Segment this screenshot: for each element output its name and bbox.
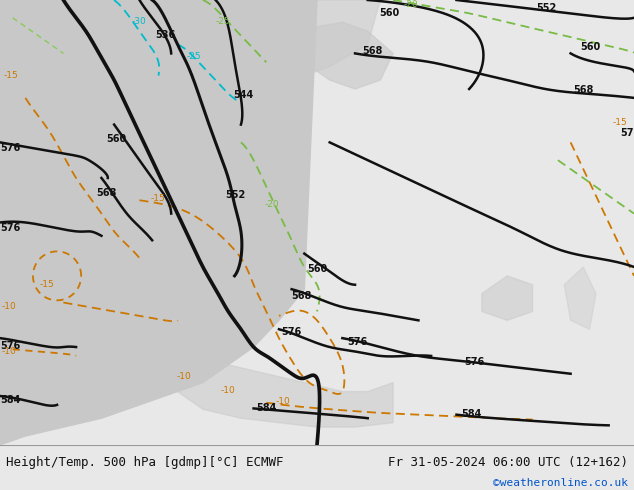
Text: -15: -15 (612, 118, 627, 126)
Text: 552: 552 (225, 190, 245, 200)
Text: 560: 560 (581, 42, 601, 52)
Text: 584: 584 (462, 409, 482, 419)
Text: -10: -10 (2, 347, 16, 356)
Polygon shape (0, 0, 380, 107)
Polygon shape (564, 267, 596, 329)
Text: -10: -10 (221, 386, 235, 395)
Text: 576: 576 (1, 223, 21, 233)
Text: Fr 31-05-2024 06:00 UTC (12+162): Fr 31-05-2024 06:00 UTC (12+162) (387, 456, 628, 469)
Text: 576: 576 (1, 143, 21, 153)
Text: -25: -25 (216, 18, 230, 26)
Polygon shape (279, 22, 393, 89)
Text: 544: 544 (233, 90, 254, 100)
Text: 568: 568 (96, 188, 117, 198)
Text: -15: -15 (39, 280, 54, 289)
Text: ©weatheronline.co.uk: ©weatheronline.co.uk (493, 478, 628, 488)
Text: 552: 552 (536, 3, 557, 13)
Text: Height/Temp. 500 hPa [gdmp][°C] ECMWF: Height/Temp. 500 hPa [gdmp][°C] ECMWF (6, 456, 284, 469)
Text: 560: 560 (379, 7, 399, 18)
Text: -20: -20 (403, 0, 418, 9)
Polygon shape (482, 276, 533, 320)
Polygon shape (178, 356, 393, 427)
Text: 560: 560 (307, 264, 327, 274)
Text: -30: -30 (132, 18, 146, 26)
Text: 576: 576 (620, 128, 634, 138)
Text: -10: -10 (275, 397, 290, 406)
Text: 560: 560 (107, 134, 127, 145)
Text: -20: -20 (265, 200, 280, 209)
Text: -10: -10 (176, 372, 191, 381)
Text: -15: -15 (151, 194, 165, 203)
Text: -10: -10 (2, 302, 16, 311)
Text: 576: 576 (281, 326, 301, 337)
Text: 536: 536 (155, 30, 176, 40)
Text: -25: -25 (187, 52, 202, 61)
Text: -15: -15 (3, 71, 18, 80)
Text: 576: 576 (1, 341, 21, 351)
Polygon shape (0, 0, 317, 445)
Text: 568: 568 (573, 85, 593, 95)
Text: 568: 568 (363, 46, 383, 56)
Text: 576: 576 (347, 337, 367, 347)
Text: 568: 568 (292, 291, 312, 301)
Text: 584: 584 (256, 403, 276, 413)
Text: 576: 576 (464, 357, 484, 367)
Text: 584: 584 (1, 394, 21, 405)
